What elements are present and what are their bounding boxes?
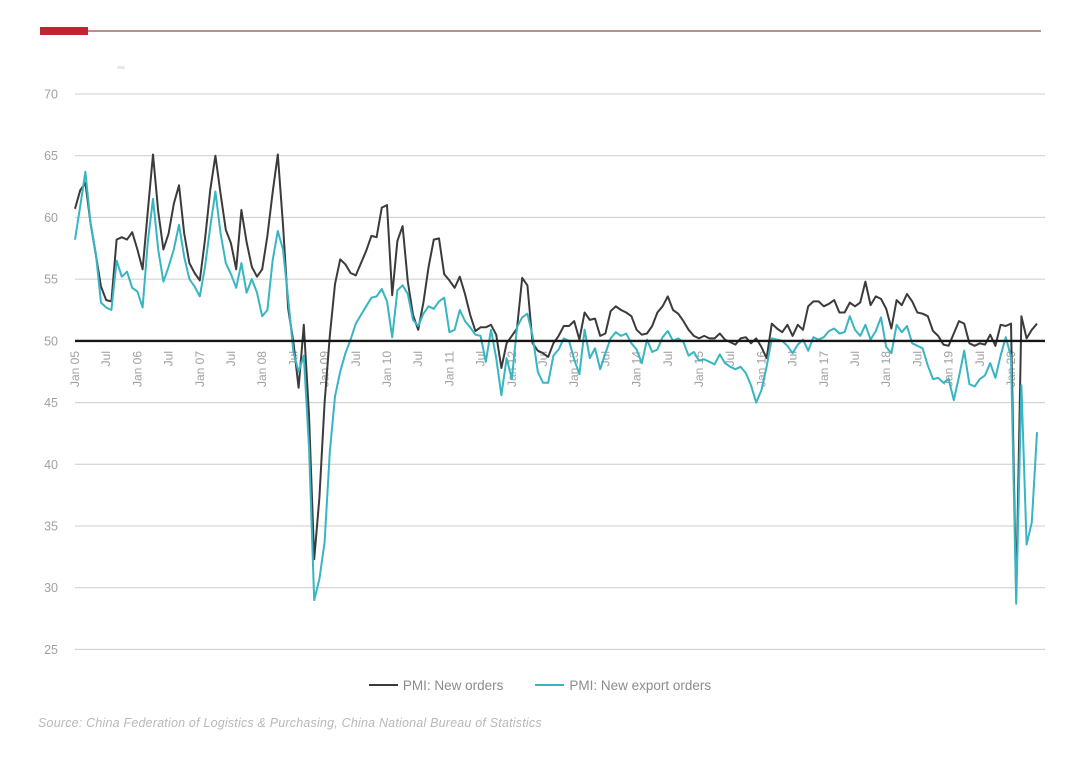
y-tick-label-35: 35 bbox=[44, 520, 58, 534]
x-tick-label: Jan 18 bbox=[879, 351, 893, 387]
x-tick-label: Jul bbox=[848, 351, 862, 366]
title-remnant-mark bbox=[117, 66, 125, 69]
legend-item-new-export-orders: PMI: New export orders bbox=[535, 678, 711, 693]
y-tick-label-65: 65 bbox=[44, 149, 58, 163]
x-tick-label: Jul bbox=[661, 351, 675, 366]
y-tick-label-50: 50 bbox=[44, 334, 58, 348]
x-tick-label: Jan 11 bbox=[442, 351, 456, 386]
x-tick-label: Jul bbox=[786, 351, 800, 366]
source-note: Source: China Federation of Logistics & … bbox=[38, 716, 542, 730]
x-tick-label: Jul bbox=[224, 351, 238, 366]
y-tick-label-30: 30 bbox=[44, 581, 58, 595]
series-line-1 bbox=[74, 170, 1038, 605]
y-tick-label-60: 60 bbox=[44, 211, 58, 225]
series-line-0 bbox=[74, 153, 1038, 598]
y-tick-label-25: 25 bbox=[44, 643, 58, 657]
y-tick-label-70: 70 bbox=[44, 88, 58, 102]
legend-label-new-export-orders: PMI: New export orders bbox=[569, 677, 712, 693]
legend-swatch-new-export-orders bbox=[535, 684, 565, 686]
x-tick-label: Jul bbox=[411, 351, 425, 366]
x-tick-label: Jan 06 bbox=[130, 351, 144, 387]
x-tick-label: Jan 09 bbox=[318, 351, 332, 387]
x-tick-label: Jan 12 bbox=[505, 351, 519, 387]
x-tick-label: Jul bbox=[910, 351, 924, 366]
legend-item-new-orders: PMI: New orders bbox=[368, 677, 504, 693]
x-tick-label: Jan 08 bbox=[255, 351, 269, 387]
legend-swatch-new-orders bbox=[368, 684, 398, 686]
accent-red-bar bbox=[40, 27, 88, 35]
x-tick-label: Jul bbox=[349, 351, 363, 366]
accent-top-rule bbox=[88, 30, 1041, 32]
x-tick-label: Jan 13 bbox=[567, 351, 581, 387]
x-tick-label: Jul bbox=[162, 351, 176, 366]
legend-label-new-orders: PMI: New orders bbox=[402, 677, 504, 693]
x-tick-label: Jan 17 bbox=[817, 351, 831, 387]
x-tick-label: Jul bbox=[973, 351, 987, 366]
x-tick-label: Jan 10 bbox=[380, 351, 394, 387]
x-tick-label: Jul bbox=[723, 351, 737, 366]
y-tick-label-40: 40 bbox=[44, 458, 58, 472]
x-tick-label: Jul bbox=[99, 351, 113, 366]
x-tick-label: Jan 15 bbox=[692, 351, 706, 387]
x-tick-label: Jan 14 bbox=[630, 351, 644, 387]
y-tick-label-45: 45 bbox=[44, 396, 58, 410]
y-tick-label-55: 55 bbox=[44, 273, 58, 287]
x-tick-label: Jan 07 bbox=[193, 351, 207, 387]
x-tick-label: Jan 19 bbox=[942, 351, 956, 387]
legend: PMI: New orders PMI: New export orders bbox=[0, 676, 1080, 694]
x-tick-label: Jan 05 bbox=[68, 351, 82, 387]
